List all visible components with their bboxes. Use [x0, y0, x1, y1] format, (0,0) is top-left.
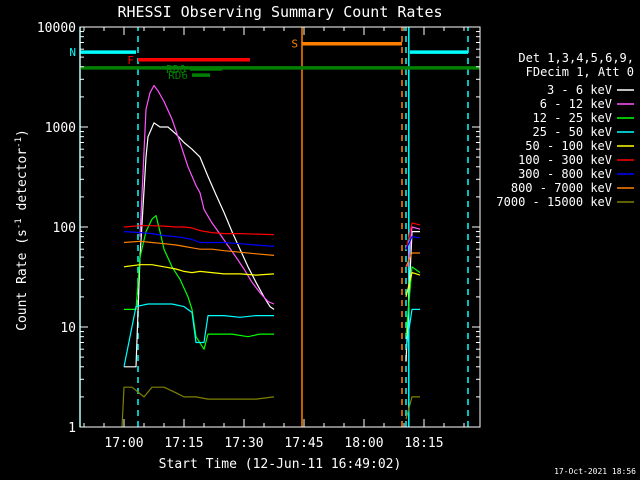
legend-label-6: 300 - 800 keV [518, 167, 612, 181]
legend-label-1: 6 - 12 keV [540, 97, 612, 111]
x-tick-label-3: 17:45 [284, 436, 323, 451]
legend-header-1: FDecim 1, Att 0 [526, 65, 634, 79]
x-tick-label-5: 18:15 [404, 436, 443, 451]
y-tick-label-1: 10 [60, 321, 76, 336]
flag-label-5: RD0 [166, 63, 186, 76]
series-line-2 [124, 215, 421, 350]
x-tick-label-2: 17:30 [224, 436, 263, 451]
x-axis: 17:00 17:15 17:30 17:45 18:00 18:15 [83, 27, 465, 451]
flag-label-0: N [69, 46, 76, 59]
y-tick-label-0: 1 [68, 421, 76, 436]
series-line-1 [139, 84, 421, 305]
flag-label-6: RD6 [168, 69, 188, 82]
flag-label-2: F [127, 54, 134, 67]
legend-label-5: 100 - 300 keV [518, 153, 612, 167]
series-line-5 [123, 222, 421, 250]
legend-label-7: 800 - 7000 keV [511, 181, 612, 195]
chart-title: RHESSI Observing Summary Count Rates [117, 3, 442, 21]
series-line-8 [121, 386, 420, 428]
legend-label-8: 7000 - 15000 keV [496, 195, 612, 209]
x-axis-label: Start Time (12-Jun-11 16:49:02) [159, 457, 402, 472]
legend: Det 1,3,4,5,6,9,FDecim 1, Att 0 3 - 6 keV… [496, 51, 634, 209]
series-lines [121, 84, 421, 428]
legend-label-2: 12 - 25 keV [533, 111, 612, 125]
y-axis-label: Count Rate (s-1 detector-1) [14, 129, 30, 331]
y-tick-label-4: 10000 [37, 21, 76, 36]
series-line-7 [123, 240, 420, 268]
y-axis: 1 10 100 1000 10000 [37, 21, 480, 436]
legend-label-0: 3 - 6 keV [547, 83, 612, 97]
x-tick-label-0: 17:00 [104, 436, 143, 451]
flag-label-3: S [291, 38, 298, 51]
footer-date: 17-Oct-2021 18:56 [554, 467, 636, 476]
legend-header-0: Det 1,3,4,5,6,9, [518, 51, 634, 65]
x-tick-label-4: 18:00 [344, 436, 383, 451]
series-line-3 [123, 303, 420, 367]
series-line-6 [123, 231, 421, 250]
y-tick-label-2: 100 [53, 221, 76, 236]
legend-label-4: 50 - 100 keV [525, 139, 612, 153]
legend-label-3: 25 - 50 keV [533, 125, 612, 139]
y-tick-label-3: 1000 [45, 121, 76, 136]
series-line-4 [123, 264, 421, 298]
x-tick-label-1: 17:15 [164, 436, 203, 451]
